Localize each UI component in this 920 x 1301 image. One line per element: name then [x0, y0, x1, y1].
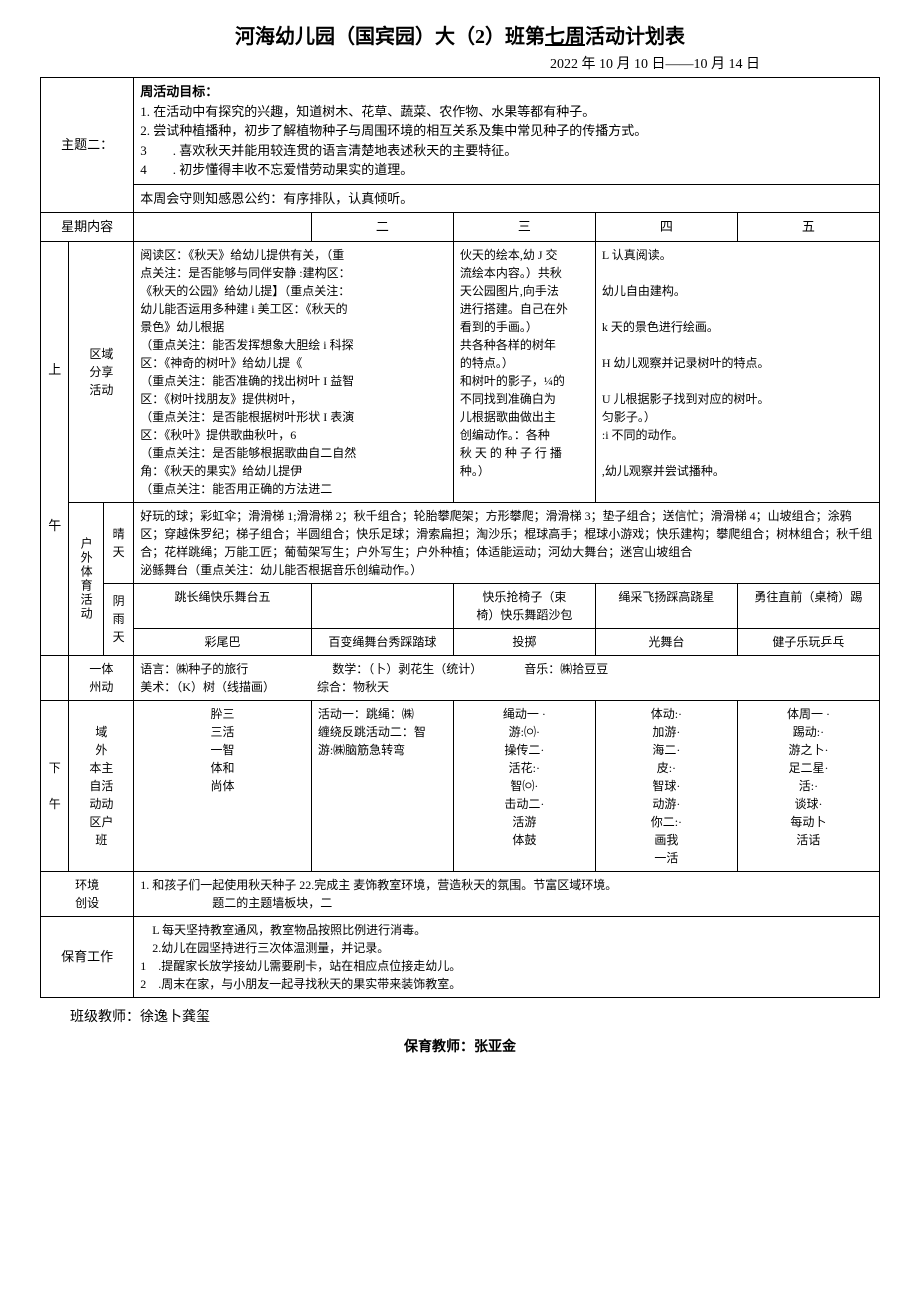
- rainy2-c4: 光舞台: [595, 628, 737, 655]
- sunny-text: 好玩的球；彩虹伞；滑滑梯 1;滑滑梯 2；秋千组合；轮胎攀爬架；方形攀爬；滑滑梯…: [134, 502, 880, 583]
- env-text: 1. 和孩子们一起使用秋天种子 22.完成主 麦饰教室环境，营造秋天的氛围。节富…: [134, 871, 880, 916]
- date-range: 2022 年 10 月 10 日——10 月 14 日: [40, 53, 880, 73]
- pm-c1: 肸三 三活 一智 体和 尚体: [134, 700, 312, 871]
- region-label: 区域 分享 活动: [69, 241, 134, 502]
- care-label: 保育工作: [41, 916, 134, 997]
- day-5: 五: [737, 213, 879, 242]
- am-label: 上午: [41, 241, 69, 655]
- rainy1-c1: 跳长绳快乐舞台五: [134, 583, 312, 628]
- integrated-label: 一体 州动: [69, 655, 134, 700]
- page-title: 河海幼儿园（国宾园）大（2）班第七周活动计划表: [40, 20, 880, 49]
- pm-c3: 绳动一 · 游:㈇· 操传二· 活花:· 智㈇· 击动二· 活游 体鼓: [453, 700, 595, 871]
- plan-table: 主题二： 周活动目标： 1. 在活动中有探究的兴趣，知道树木、花草、蔬菜、农作物…: [40, 77, 880, 998]
- title-prefix: 河海幼儿园（国宾园）大（2）班第: [235, 26, 545, 48]
- region-col3: L 认真阅读。 幼儿自由建构。 k 天的景色进行绘画。 H 幼儿观察并记录树叶的…: [595, 241, 879, 502]
- day-2: 二: [311, 213, 453, 242]
- goal-2: 2. 尝试种植播种，初步了解植物种子与周围环境的相互关系及集中常见种子的传播方式…: [140, 121, 873, 141]
- rainy2-c3: 投掷: [453, 628, 595, 655]
- goals-cell: 周活动目标： 1. 在活动中有探究的兴趣，知道树木、花草、蔬菜、农作物、水果等都…: [134, 78, 880, 185]
- care-3: 1 .提醒家长放学接幼儿需要刷卡，站在相应点位接走幼儿。: [140, 957, 873, 975]
- care-2: 2.幼儿在园坚持进行三次体温测量，并记录。: [140, 939, 873, 957]
- week-header-label: 星期内容: [41, 213, 134, 242]
- footer-care: 保育教师：张亚金: [40, 1036, 880, 1056]
- goal-1: 1. 在活动中有探究的兴趣，知道树木、花草、蔬菜、农作物、水果等都有种子。: [140, 102, 873, 122]
- care-1: L 每天坚持教室通风，教室物品按照比例进行消毒。: [140, 921, 873, 939]
- pm-c5: 体周一 · 踢动:· 游之卜· 足二星· 活:· 谈球· 每动卜 活话: [737, 700, 879, 871]
- int-left: [41, 655, 69, 700]
- integrated-row: 语言：㈱种子的旅行 数学：（卜）剥花生（统计） 音乐：㈱拾豆豆 美术：（K）树（…: [134, 655, 880, 700]
- care-text: L 每天坚持教室通风，教室物品按照比例进行消毒。 2.幼儿在园坚持进行三次体温测…: [134, 916, 880, 997]
- title-suffix: 活动计划表: [585, 26, 685, 48]
- rainy-label: 阴 雨 天: [103, 583, 133, 655]
- convention-cell: 本周会守则知感恩公约：有序排队，认真倾听。: [134, 184, 880, 213]
- title-week: 七周: [545, 26, 585, 48]
- rainy1-c3: 快乐抢椅子（束 椅）快乐舞蹈沙包: [453, 583, 595, 628]
- rainy1-c2: [311, 583, 453, 628]
- goal-3: 3 . 喜欢秋天并能用较连贯的语言清楚地表述秋天的主要特征。: [140, 141, 873, 161]
- theme-label: 主题二：: [41, 78, 134, 213]
- pm-c2: 活动一：跳绳：㈱ 缠绕反跳活动二：智 游:㈱脑筋急转弯: [311, 700, 453, 871]
- rainy1-c4: 绳采飞扬踩高跷星: [595, 583, 737, 628]
- pm-block-label: 域 外 本主 自活 动动 区户 班: [69, 700, 134, 871]
- footer-teacher: 班级教师：徐逸卜龚玺: [40, 1006, 880, 1026]
- rainy2-c2: 百变绳舞台秀踩踏球: [311, 628, 453, 655]
- day-3: 三: [453, 213, 595, 242]
- region-col1: 阅读区：《秋天》给幼儿提供有关，（重 点关注：是否能够与同伴安静 :建构区： 《…: [134, 241, 454, 502]
- env-label: 环境 创设: [41, 871, 134, 916]
- pm-section-label: 下 午: [41, 700, 69, 871]
- day-blank: [134, 213, 312, 242]
- region-col2: 伙天的绘本,幼 J 交 流绘本内容。）共秋 天公园图片,向手法 进行搭建。自己在…: [453, 241, 595, 502]
- day-4: 四: [595, 213, 737, 242]
- rainy2-c5: 健子乐玩乒乓: [737, 628, 879, 655]
- goal-4: 4 . 初步懂得丰收不忘爱惜劳动果实的道理。: [140, 160, 873, 180]
- care-4: 2 .周末在家，与小朋友一起寻找秋天的果实带来装饰教室。: [140, 975, 873, 993]
- pm-c4: 体动:· 加游· 海二· 皮:· 智球· 动游· 你二:· 画我 一活: [595, 700, 737, 871]
- outdoor-label: 户外体育活动: [69, 502, 103, 655]
- rainy1-c5: 勇往直前（桌椅）踢: [737, 583, 879, 628]
- rainy2-c1: 彩尾巴: [134, 628, 312, 655]
- goals-heading: 周活动目标：: [140, 82, 873, 102]
- sunny-label: 晴 天: [103, 502, 133, 583]
